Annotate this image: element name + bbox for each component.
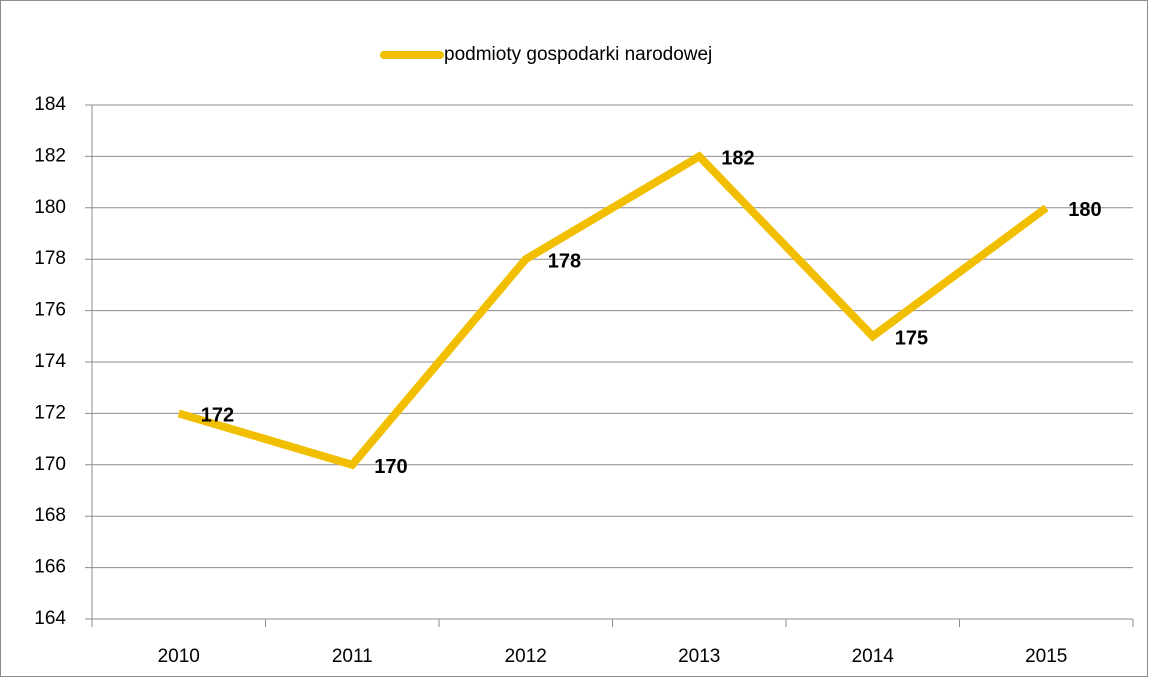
y-tick-label: 164 <box>34 608 66 629</box>
x-tick-label: 2015 <box>1025 646 1067 667</box>
x-tick-label: 2014 <box>852 646 895 667</box>
data-label: 172 <box>201 405 234 427</box>
data-label: 180 <box>1068 199 1101 221</box>
x-tick-label: 2012 <box>505 646 547 667</box>
y-tick-label: 182 <box>34 145 66 166</box>
x-tick-label: 2011 <box>332 646 373 667</box>
y-tick-label: 170 <box>34 454 66 475</box>
x-tick-label: 2010 <box>158 646 200 667</box>
y-tick-label: 174 <box>34 351 66 372</box>
y-tick-label: 178 <box>34 248 66 269</box>
x-tick-label: 2013 <box>678 646 720 667</box>
y-tick-label: 168 <box>34 505 66 526</box>
y-tick-label: 176 <box>34 300 66 321</box>
data-label: 178 <box>548 250 581 272</box>
legend-label: podmioty gospodarki narodowej <box>444 44 712 65</box>
data-label: 170 <box>374 456 407 478</box>
data-label: 182 <box>721 148 754 170</box>
series-line <box>177 151 1049 470</box>
y-tick-label: 184 <box>34 94 66 115</box>
y-tick-label: 180 <box>34 197 66 218</box>
y-tick-label: 166 <box>34 557 66 578</box>
y-tick-label: 172 <box>34 402 66 423</box>
data-label: 175 <box>895 328 928 350</box>
